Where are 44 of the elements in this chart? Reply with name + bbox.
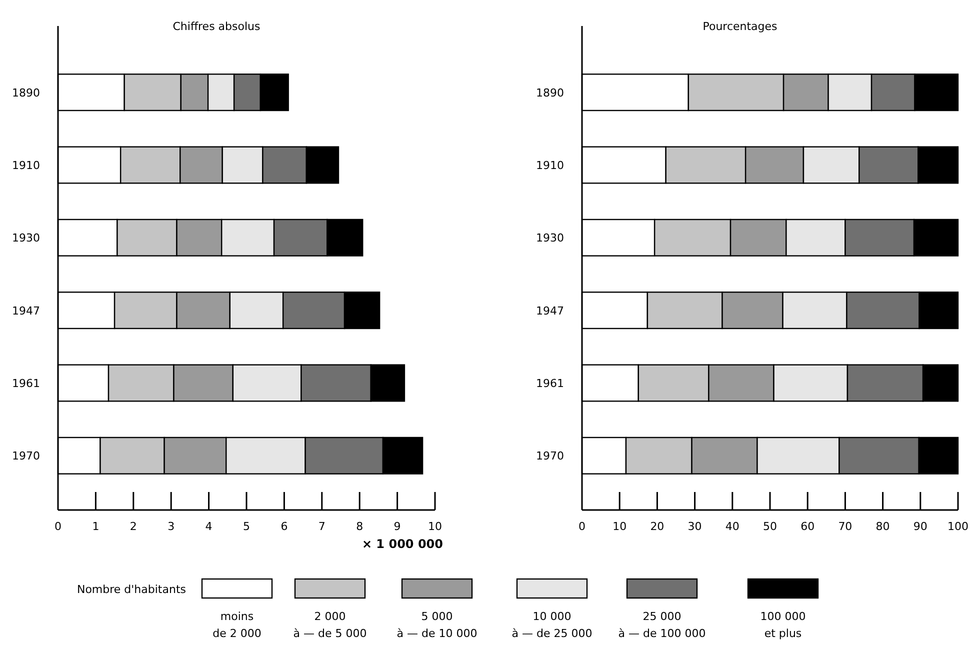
y-tick-label: 1947 xyxy=(536,304,564,318)
x-tick-label: 70 xyxy=(838,520,852,533)
legend-title: Nombre d'habitants xyxy=(76,583,186,596)
y-tick-label: 1930 xyxy=(12,232,40,245)
x-axis-title: × 1 000 000 xyxy=(362,537,443,551)
y-tick-label: 1910 xyxy=(12,159,40,172)
x-tick-label: 100 xyxy=(948,520,968,533)
x-tick-label: 8 xyxy=(356,520,364,533)
x-tick-label: 0 xyxy=(54,520,62,533)
y-tick-label: 1961 xyxy=(536,377,564,390)
x-tick-label: 10 xyxy=(612,520,627,533)
x-tick-label: 4 xyxy=(205,520,212,533)
x-tick-label: 60 xyxy=(800,520,815,533)
x-tick-label: 7 xyxy=(318,520,326,533)
y-tick-label: 1890 xyxy=(12,86,40,100)
y-tick-label: 1947 xyxy=(12,304,40,318)
x-tick-label: 9 xyxy=(394,520,401,533)
y-tick-label: 1970 xyxy=(12,450,40,463)
chart-title: Chiffres absolus xyxy=(172,20,261,33)
text: 10 000 à — de 25 000 xyxy=(512,610,592,640)
x-tick-label: 0 xyxy=(578,520,586,533)
chart-title: Pourcentages xyxy=(702,20,778,33)
x-tick-label: 80 xyxy=(876,520,890,533)
x-tick-label: 1 xyxy=(92,520,100,533)
x-tick-label: 5 xyxy=(243,520,250,533)
y-tick-label: 1961 xyxy=(12,377,40,390)
text: moins de 2 000 xyxy=(212,610,262,640)
x-tick-label: 20 xyxy=(650,520,664,533)
x-tick-label: 50 xyxy=(763,520,777,533)
text: 25 000 à — de 100 000 xyxy=(618,610,706,640)
y-tick-label: 1890 xyxy=(536,86,564,100)
text: 5 000 à — de 10 000 xyxy=(396,610,478,640)
text: 100 000 et plus xyxy=(760,610,806,640)
x-tick-label: 3 xyxy=(168,520,175,533)
x-tick-label: 2 xyxy=(130,520,137,533)
y-tick-label: 1910 xyxy=(536,159,564,172)
y-tick-label: 1930 xyxy=(536,232,564,245)
x-tick-label: 10 xyxy=(428,520,442,533)
x-tick-label: 30 xyxy=(688,520,702,533)
x-tick-label: 6 xyxy=(280,520,288,533)
text: 2 000 à — de 5 000 xyxy=(293,610,367,640)
y-tick-label: 1970 xyxy=(536,450,564,463)
x-tick-label: 90 xyxy=(913,520,928,533)
x-tick-label: 40 xyxy=(725,520,740,533)
